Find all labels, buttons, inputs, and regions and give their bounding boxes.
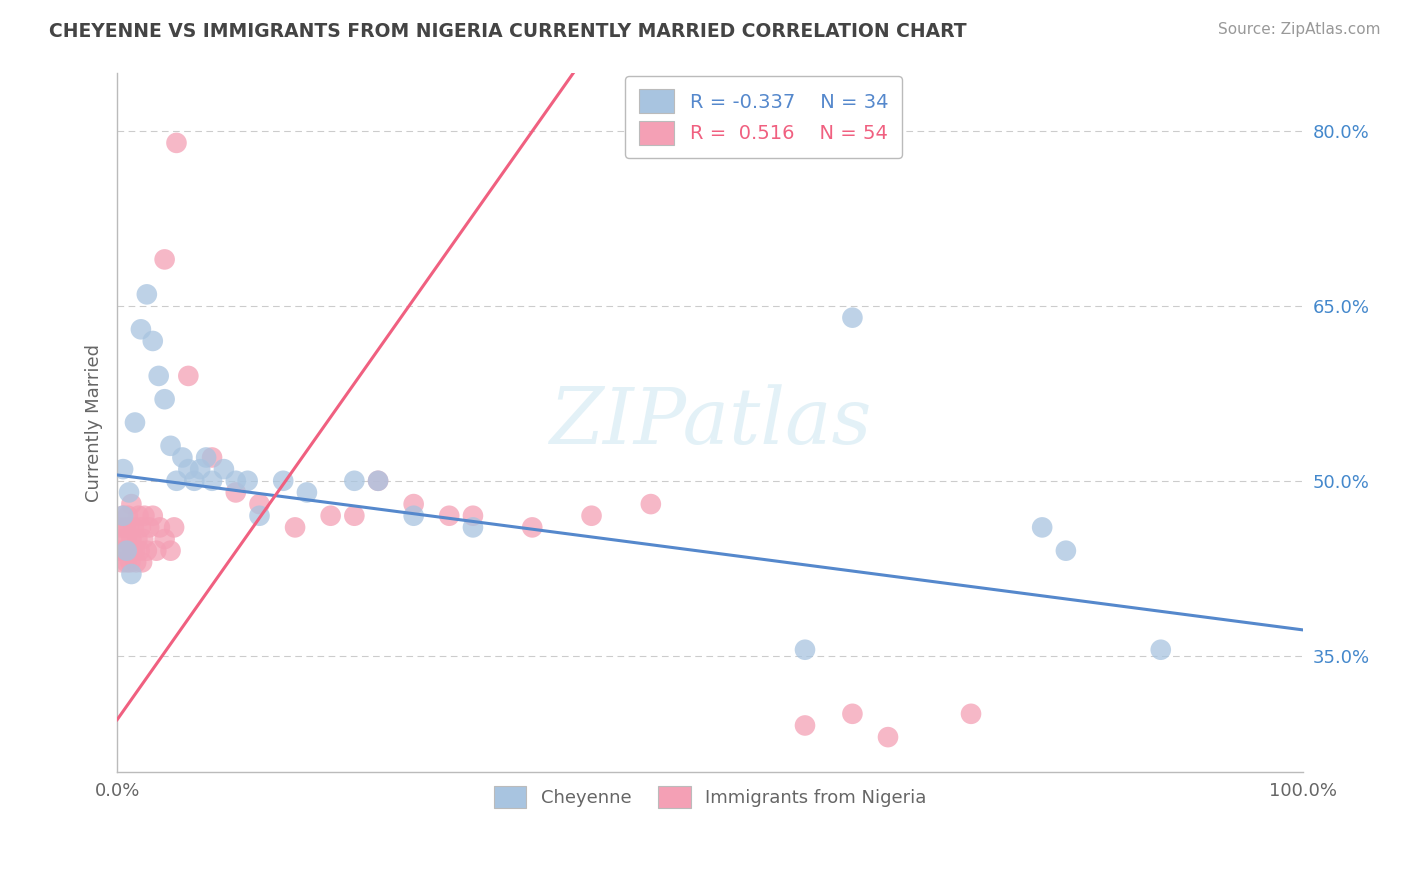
Point [794,642,817,657]
Point [343,508,366,523]
Point [129,520,152,534]
Point [131,555,153,569]
Point [142,508,165,523]
Point [439,508,461,523]
Point [1031,520,1053,534]
Point [145,543,167,558]
Point [195,450,218,465]
Point [125,555,148,569]
Point [114,520,136,534]
Point [402,497,425,511]
Point [841,706,863,721]
Point [177,368,200,383]
Point [112,508,135,523]
Text: CHEYENNE VS IMMIGRANTS FROM NIGERIA CURRENTLY MARRIED CORRELATION CHART: CHEYENNE VS IMMIGRANTS FROM NIGERIA CURR… [49,22,967,41]
Point [249,497,271,511]
Point [343,474,366,488]
Point [138,520,160,534]
Point [112,532,135,546]
Point [128,508,150,523]
Point [142,334,165,348]
Point [166,136,188,150]
Point [153,392,176,407]
Point [183,474,205,488]
Point [118,520,141,534]
Point [135,543,157,558]
Point [108,543,131,558]
Point [236,474,259,488]
Point [134,508,156,523]
Point [118,485,141,500]
Point [159,543,181,558]
Point [120,497,142,511]
Point [225,474,247,488]
Point [319,508,342,523]
Point [367,474,389,488]
Point [159,439,181,453]
Point [153,532,176,546]
Point [124,416,146,430]
Point [149,520,172,534]
Point [120,566,142,581]
Point [120,532,142,546]
Point [129,322,152,336]
Point [110,520,132,534]
Point [201,474,224,488]
Point [1150,642,1173,657]
Point [177,462,200,476]
Point [188,462,211,476]
Point [111,555,134,569]
Point [118,543,141,558]
Point [402,508,425,523]
Legend: Cheyenne, Immigrants from Nigeria: Cheyenne, Immigrants from Nigeria [486,779,934,815]
Point [166,474,188,488]
Point [877,730,900,744]
Point [212,462,235,476]
Point [124,543,146,558]
Point [522,520,544,534]
Text: Source: ZipAtlas.com: Source: ZipAtlas.com [1218,22,1381,37]
Point [120,555,142,569]
Point [284,520,307,534]
Point [249,508,271,523]
Point [121,543,143,558]
Point [112,543,135,558]
Point [225,485,247,500]
Point [163,520,186,534]
Point [122,520,145,534]
Point [581,508,603,523]
Point [112,508,135,523]
Y-axis label: Currently Married: Currently Married [86,343,103,501]
Point [115,532,138,546]
Point [640,497,662,511]
Point [128,543,150,558]
Text: ZIPatlas: ZIPatlas [548,384,872,460]
Point [115,543,138,558]
Point [132,532,155,546]
Point [960,706,983,721]
Point [115,555,138,569]
Point [135,287,157,301]
Point [461,508,484,523]
Point [367,474,389,488]
Point [271,474,294,488]
Point [153,252,176,267]
Point [295,485,318,500]
Point [1054,543,1077,558]
Point [117,508,139,523]
Point [172,450,194,465]
Point [201,450,224,465]
Point [461,520,484,534]
Point [841,310,863,325]
Point [127,532,149,546]
Point [148,368,170,383]
Point [112,462,135,476]
Point [794,718,817,732]
